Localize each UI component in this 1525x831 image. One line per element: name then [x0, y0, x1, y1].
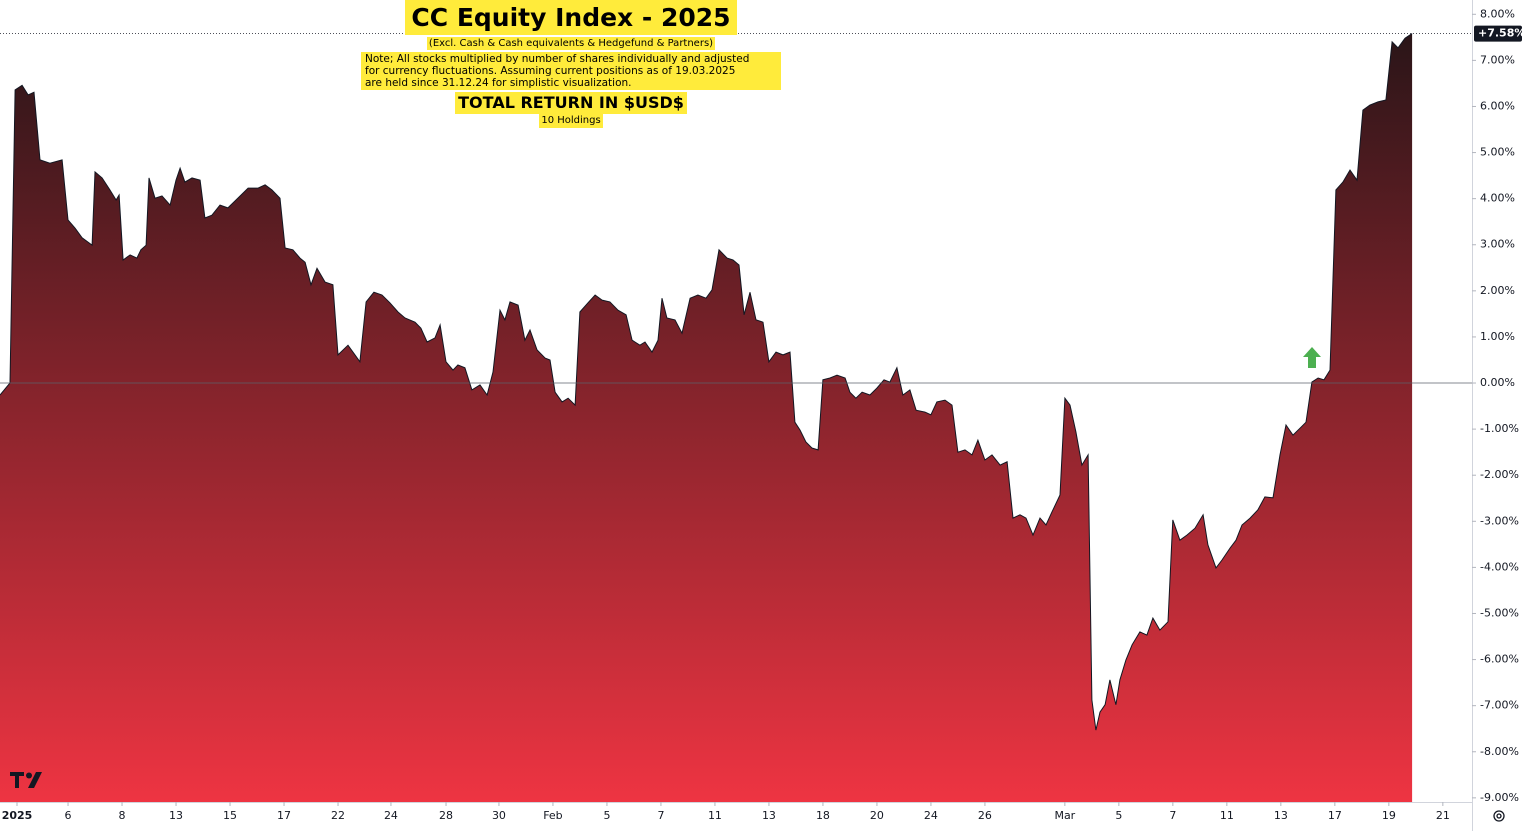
last-value-box [1474, 25, 1522, 42]
plot [0, 33, 1472, 803]
last-value-label: +7.58% [1478, 27, 1525, 40]
x-tick-label: 17 [1328, 809, 1342, 822]
annotation-block: CC Equity Index - 2025 (Excl. Cash & Cas… [361, 0, 781, 128]
x-tick-label: 22 [331, 809, 345, 822]
x-tick-label: 11 [708, 809, 722, 822]
caption: 10 Holdings [539, 114, 603, 128]
x-tick-label: 13 [1274, 809, 1288, 822]
x-tick-label: 2025 [2, 809, 33, 822]
x-tick-label: 19 [1382, 809, 1396, 822]
y-tick-label: 2.00% [1480, 284, 1515, 297]
x-tick-label: 20 [870, 809, 884, 822]
settings-icon[interactable] [1493, 810, 1505, 822]
x-tick-label: 17 [277, 809, 291, 822]
y-tick-label: 1.00% [1480, 330, 1515, 343]
x-tick-label: 13 [169, 809, 183, 822]
y-tick-label: -8.00% [1480, 745, 1519, 758]
tv-logo [10, 772, 42, 788]
signal-arrow [1303, 347, 1321, 368]
y-tick-label: -7.00% [1480, 699, 1519, 712]
x-tick-label: 7 [657, 809, 664, 822]
y-tick-label: 4.00% [1480, 192, 1515, 205]
y-tick-label: -1.00% [1480, 422, 1519, 435]
x-tick-label: 15 [223, 809, 237, 822]
y-tick-label: -2.00% [1480, 468, 1519, 481]
y-tick-label: -5.00% [1480, 606, 1519, 619]
x-tick-label: 21 [1436, 809, 1450, 822]
subtitle: (Excl. Cash & Cash equivalents & Hedgefu… [426, 37, 716, 50]
note-line: for currency fluctuations. Assuming curr… [365, 65, 736, 77]
x-tick-label: 28 [439, 809, 453, 822]
x-tick-label: 11 [1220, 809, 1234, 822]
x-tick-label: 24 [924, 809, 938, 822]
area-fill [0, 33, 1413, 803]
note-line: are held since 31.12.24 for simplistic v… [365, 77, 632, 89]
y-tick-label: -3.00% [1480, 514, 1519, 527]
x-tick-label: 7 [1169, 809, 1176, 822]
y-tick-label: -9.00% [1480, 791, 1519, 804]
y-tick-label: -6.00% [1480, 653, 1519, 666]
x-tick-label: 8 [119, 809, 126, 822]
heading: TOTAL RETURN IN $USD$ [455, 92, 687, 114]
x-tick-label: Mar [1054, 809, 1075, 822]
x-tick-label: 5 [603, 809, 610, 822]
area-line [0, 33, 1413, 731]
y-tick-label: -4.00% [1480, 560, 1519, 573]
x-tick-label: Feb [543, 809, 562, 822]
y-tick-label: 3.00% [1480, 238, 1515, 251]
y-tick-label: 7.00% [1480, 53, 1515, 66]
note-line: Note; All stocks multiplied by number of… [365, 53, 750, 65]
note: Note; All stocks multiplied by number of… [361, 52, 781, 90]
x-tick-label: 18 [816, 809, 830, 822]
x-tick-label: 26 [978, 809, 992, 822]
x-tick-label: 24 [384, 809, 398, 822]
y-tick-label: 0.00% [1480, 376, 1515, 389]
chart-title: CC Equity Index - 2025 [405, 0, 737, 35]
x-tick-label: 30 [492, 809, 506, 822]
y-tick-label: 8.00% [1480, 7, 1515, 20]
x-tick-label: 13 [762, 809, 776, 822]
y-tick-label: 5.00% [1480, 146, 1515, 159]
y-tick-label: 6.00% [1480, 99, 1515, 112]
x-tick-label: 6 [65, 809, 72, 822]
x-tick-label: 5 [1115, 809, 1122, 822]
